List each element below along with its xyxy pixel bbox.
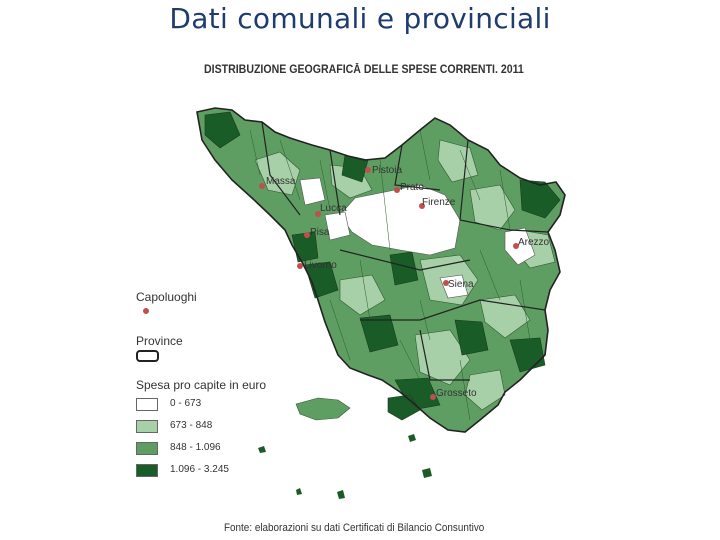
legend-capoluoghi-dot [143,308,149,314]
region-light [469,184,516,231]
legend-swatch-class-3 [136,442,158,455]
city-label-pistoia: Pistoia [372,165,402,176]
region-light [339,274,386,316]
region-dark [389,251,419,286]
city-label-prato: Prato [400,182,424,193]
legend-capoluoghi-label: Capoluoghi [136,290,197,304]
legend-swatch-class-4 [136,464,158,477]
region-dark [359,314,399,353]
city-dot-arezzo [513,243,519,249]
city-label-siena: Siena [448,279,474,290]
region-white [299,177,326,206]
city-dot-siena [443,280,449,286]
city-label-firenze: Firenze [422,197,456,208]
city-label-grosseto: Grosseto [436,388,477,399]
region-dark [304,261,339,299]
island-small [408,434,416,442]
legend-class-3-label: 848 - 1.096 [170,442,221,453]
island-small [296,488,302,495]
city-label-pisa: Pisa [310,227,330,238]
source-note: Fonte: elaborazioni su dati Certificati … [224,522,485,534]
region-dark [519,179,561,219]
region-white [324,211,351,241]
region-light [437,139,479,183]
island-small [337,490,345,499]
province-outline [261,121,549,381]
legend-swatch-class-1 [136,398,158,411]
city-label-arezzo: Arezzo [518,237,550,248]
slide-title: Dati comunali e provinciali [169,2,551,35]
legend-swatch-class-2 [136,420,158,433]
city-dot-firenze [419,203,425,209]
city-dot-livorno [297,263,303,269]
map-regions [196,107,566,499]
legend-spesa-title: Spesa pro capite in euro [136,378,267,392]
island-small [258,446,266,453]
region-white [339,184,461,256]
region-white [504,227,536,266]
region-dark [454,319,489,356]
island-elba [295,397,351,421]
region-dark [204,111,241,149]
legend-class-1-label: 0 - 673 [170,398,202,409]
legend-province-label: Province [136,334,183,348]
legend-class-4-label: 1.096 - 3.245 [170,464,229,475]
city-dot-massa [259,183,265,189]
city-markers: Pistoia Massa Prato Lucca Firenze Pisa A… [259,165,550,400]
legend-province-symbol [136,350,159,362]
city-dot-pisa [304,232,310,238]
city-dot-lucca [315,211,321,217]
city-dot-pistoia [365,167,371,173]
region-light [464,369,506,411]
map-title: DISTRIBUZIONE GEOGRAFICĂ DELLE SPESE COR… [204,64,524,76]
city-label-livorno: Livorno [304,260,337,271]
city-dot-grosseto [430,394,436,400]
island-small [422,468,432,478]
legend-class-2-label: 673 - 848 [170,420,213,431]
city-dot-prato [394,187,400,193]
city-label-massa: Massa [266,176,296,187]
boundary-lines [249,129,531,421]
city-label-lucca: Lucca [320,203,347,214]
region-light [254,151,301,196]
province-outline [196,107,566,433]
